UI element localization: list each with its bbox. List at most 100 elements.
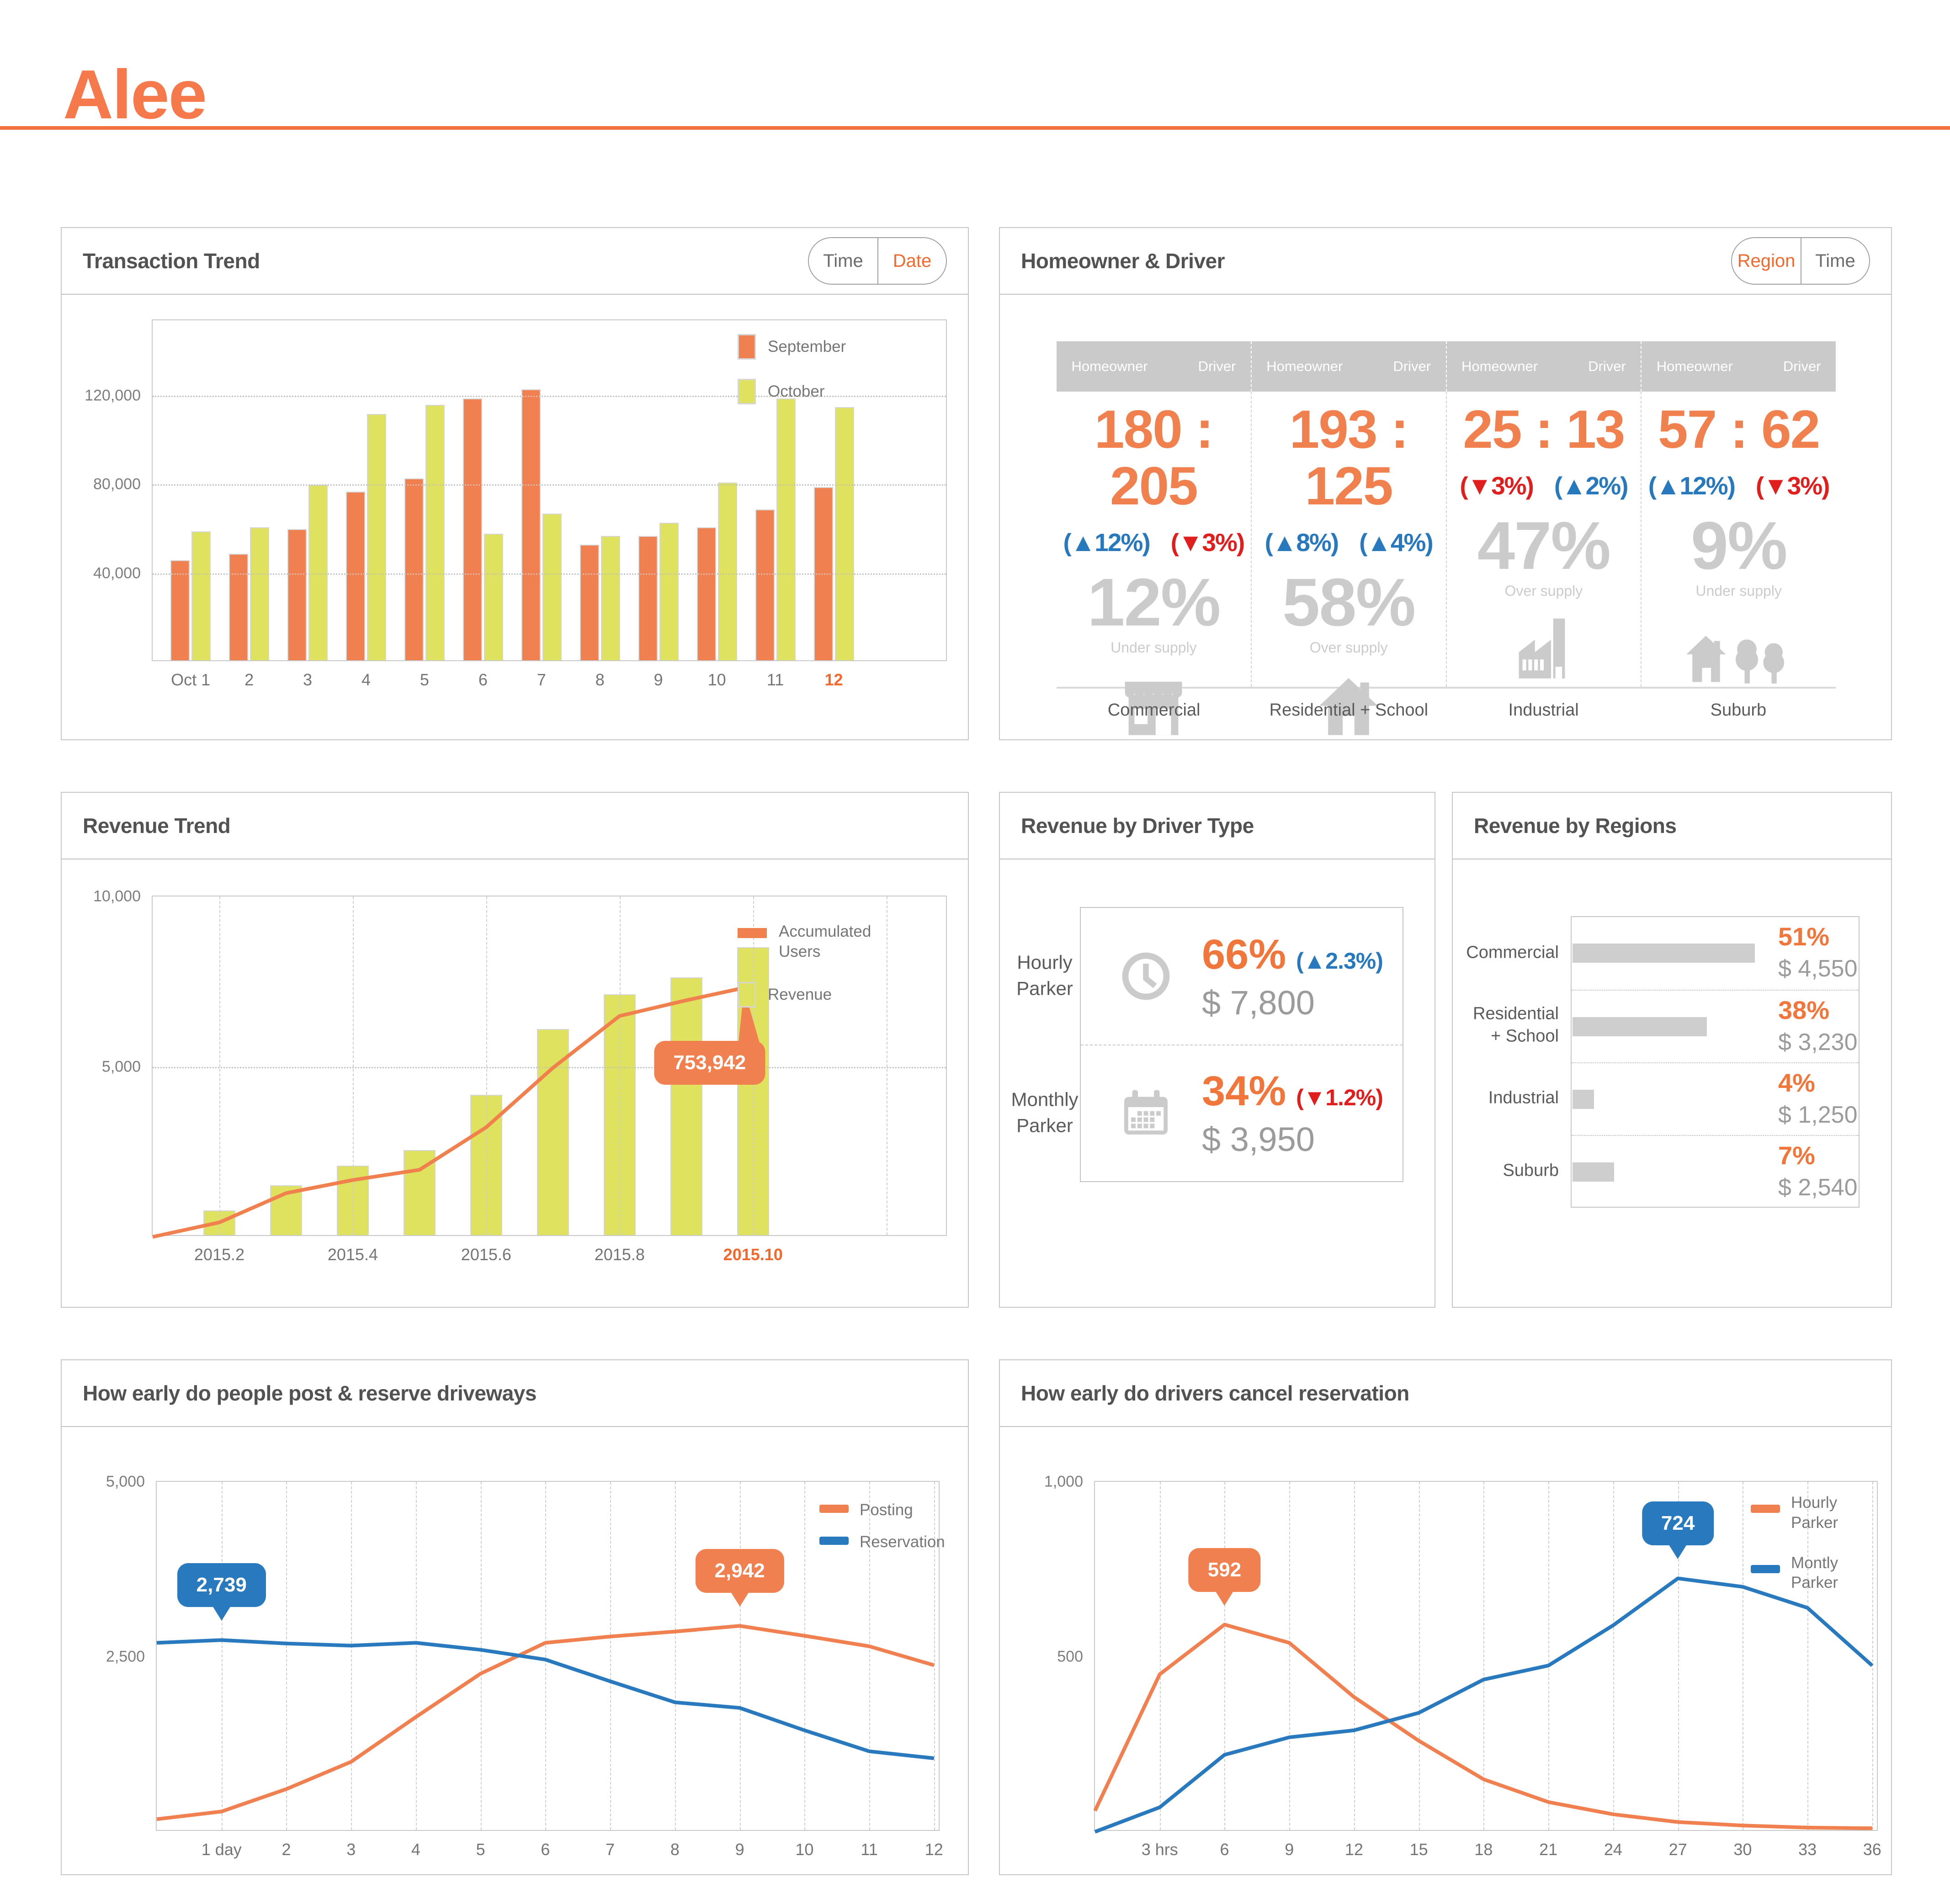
legend-label: Accumulated Users (779, 923, 871, 960)
cancel_reservation-plot: 1,000 500 3 hrs 6 9 12 15 18 21 24 27 30 33 36 592 724 H… (1044, 1473, 1881, 1859)
gridline-x (1289, 1482, 1291, 1830)
posting-swatch (819, 1505, 849, 1513)
header-homeowner: Homeowner (1656, 358, 1733, 374)
bar-september (755, 509, 775, 660)
gridline-x (1548, 1482, 1550, 1830)
panel-revenue-by-regions: Revenue by Regions 51% $ 4,550 38% $ 3,230 4… (1452, 792, 1892, 1308)
legend-label: Revenue (768, 985, 832, 1003)
y-tick-label: 5,000 (106, 1473, 145, 1490)
driver-change: (▲2%) (1554, 471, 1629, 500)
bar-september (521, 389, 541, 660)
gridline-x (610, 1482, 611, 1830)
legend-item-posting: Posting (819, 1500, 965, 1520)
supply-percent: 9% (1690, 508, 1788, 583)
x-tick-label: 33 (1798, 1840, 1817, 1859)
bar-october (834, 407, 854, 660)
supply-caption: Over supply (1504, 582, 1583, 599)
panel-title: Revenue by Driver Type (1021, 814, 1254, 838)
x-tick-label: 36 (1863, 1840, 1881, 1859)
gridline-x (739, 1482, 741, 1830)
gridline-x (545, 1482, 547, 1830)
x-tick-label: 9 (1285, 1840, 1294, 1859)
bar-september (404, 478, 424, 660)
region-percent: 4% (1778, 1068, 1815, 1097)
gridline-y (153, 573, 946, 575)
change-row: (▲12%) (▼3%) (1642, 471, 1836, 500)
hourly-parker-swatch (1751, 1505, 1780, 1513)
homeowner-change: (▲12%) (1648, 471, 1736, 500)
y-tick-label: 10,000 (93, 887, 141, 905)
bar-revenue (670, 977, 702, 1235)
september-swatch (738, 334, 756, 360)
chart-legend: September October (738, 334, 846, 404)
bar-september (462, 398, 482, 660)
panel-title: Homeowner & Driver (1021, 249, 1225, 273)
y-tick-label: 2,500 (106, 1648, 145, 1665)
legend-label: September (768, 338, 846, 355)
driver-change: (▲4%) (1359, 528, 1434, 557)
gridline-x (352, 896, 354, 1235)
gridline-x (1678, 1482, 1679, 1830)
x-tick-label: 11 (766, 670, 784, 689)
x-tick-label: 5 (420, 670, 429, 689)
gridline-y (153, 396, 946, 398)
x-tick-label: 2015.10 (723, 1245, 783, 1264)
region-bar (1573, 1017, 1707, 1036)
region-percent: 7% (1778, 1141, 1815, 1170)
toggle-region-button[interactable]: Region (1732, 238, 1801, 284)
region-row-residential-school: 38% $ 3,230 (1572, 990, 1859, 1063)
legend-item-revenue: Revenue (738, 981, 875, 1008)
legend-label: Montly Parker (1791, 1554, 1838, 1592)
bar-october (308, 485, 328, 660)
header-homeowner: Homeowner (1461, 358, 1538, 374)
region-percent: 51% (1778, 922, 1830, 951)
bar-september (170, 560, 190, 660)
change-row: (▼3%) (▲2%) (1447, 471, 1641, 500)
gridline-x (221, 1482, 223, 1830)
posting_reserving-plot: 5,000 2,500 1 day 2 3 4 5 6 7 8 9 10 11 12 2,739 2,942 P… (106, 1473, 945, 1859)
x-tick-label: 2015.2 (194, 1245, 245, 1264)
bar-september (345, 491, 365, 660)
bar-october (191, 531, 211, 660)
panel-header: Revenue by Regions (1453, 793, 1891, 859)
region-percent: 38% (1778, 996, 1830, 1024)
x-tick-label: 3 (303, 670, 313, 689)
region-label: Residential + School (1269, 700, 1429, 720)
homeowner-change: (▲12%) (1063, 528, 1151, 557)
region-label: Residential + School (1473, 1004, 1559, 1046)
homeowner-driver-ratio: 180 : 205 (1094, 399, 1214, 516)
gridline-x (415, 1482, 417, 1830)
gridline-x (1872, 1482, 1873, 1830)
toggle-time-button[interactable]: Time (1801, 238, 1869, 284)
y-tick-label: 40,000 (93, 564, 141, 582)
panel-homeowner-driver: Homeowner & Driver Region Time Homeowner… (999, 227, 1892, 740)
x-tick-label: 9 (654, 670, 663, 689)
driver-type-box: 66% (▲2.3%) $ 7,800 34% (▼1.2%) $ 3,950 (1080, 907, 1403, 1182)
x-tick-label: 8 (595, 670, 605, 689)
x-tick-label: 10 (795, 1840, 814, 1859)
bar-september (579, 545, 599, 660)
x-tick-label: 8 (670, 1840, 680, 1859)
x-tick-label: 9 (735, 1840, 744, 1859)
montly-parker-swatch (1751, 1565, 1780, 1573)
homeowner-driver-ratio: 193 : 125 (1289, 399, 1409, 516)
y-tick-label: 500 (1057, 1648, 1083, 1665)
bar-october (542, 514, 562, 660)
x-tick-label: 21 (1539, 1840, 1558, 1859)
y-tick-label: 80,000 (93, 475, 141, 493)
monthly-parker-row: 34% (▼1.2%) $ 3,950 (1081, 1045, 1403, 1181)
hourly-revenue-amount: $ 7,800 (1202, 983, 1315, 1022)
revenue-trend-plot: 10,000 5,000 2015.2 2015.4 2015.6 2015.8 2015.… (93, 888, 947, 1264)
homeowner-driver-ratio: 57 : 62 (1658, 399, 1820, 460)
toggle-time-button[interactable]: Time (809, 238, 877, 284)
x-tick-label: 10 (707, 670, 726, 689)
revenue-swatch (738, 981, 756, 1008)
gridline-x (219, 896, 220, 1235)
reservation-swatch (819, 1536, 849, 1545)
legend-item-accumulated-users: Accumulated Users (738, 922, 875, 962)
supply-percent: 58% (1282, 564, 1416, 640)
toggle-date-button[interactable]: Date (877, 238, 946, 284)
y-tick-label: 1,000 (1044, 1473, 1083, 1490)
panel-title: Transaction Trend (83, 249, 260, 273)
